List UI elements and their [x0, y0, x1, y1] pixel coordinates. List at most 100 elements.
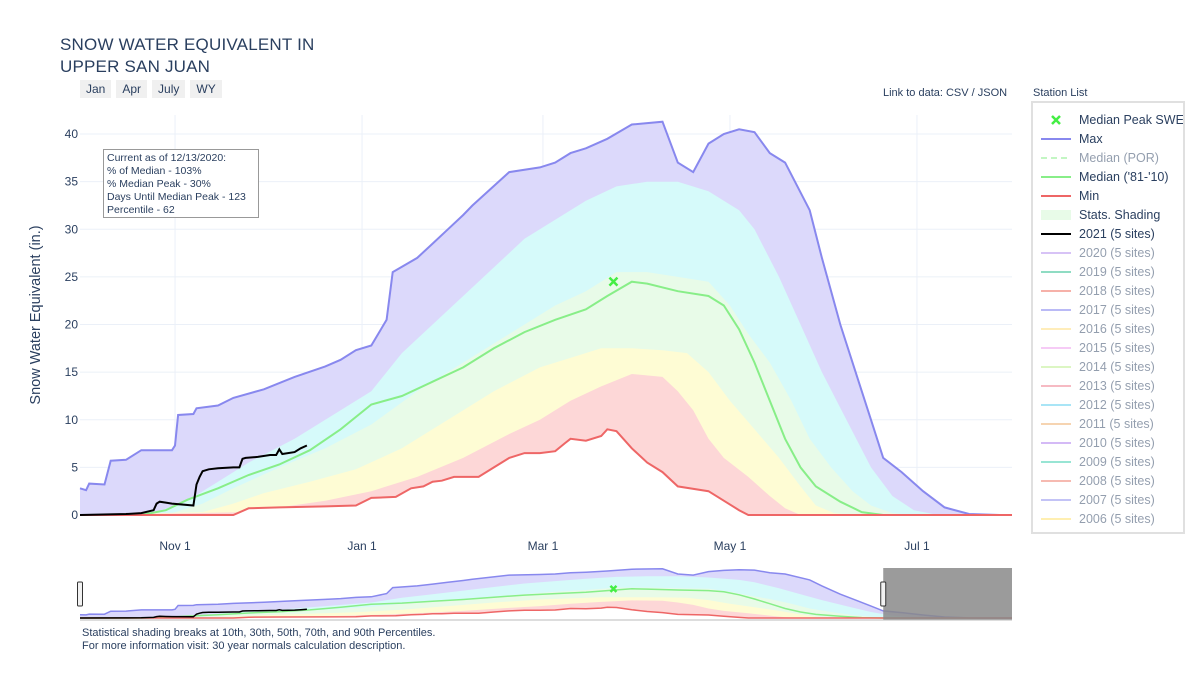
range-button-july[interactable]: July	[152, 80, 186, 98]
y-tick-label: 0	[71, 508, 78, 522]
legend-label: Median Peak SWE	[1079, 112, 1184, 127]
legend-label: Median ('81-'10)	[1079, 169, 1169, 184]
legend-item[interactable]: 2011 (5 sites)	[1041, 414, 1154, 433]
slider-current-year-line	[79, 608, 307, 619]
status-annotation-box	[103, 149, 259, 218]
legend-label: 2011 (5 sites)	[1079, 416, 1154, 431]
y-tick-label: 5	[71, 460, 78, 474]
slider-median-peak-x	[609, 584, 618, 593]
range-button-apr[interactable]: Apr	[116, 80, 148, 98]
median-peak-x	[608, 276, 619, 287]
title-line-2: UPPER SAN JUAN	[60, 57, 211, 76]
legend-swatch	[1041, 479, 1071, 482]
slider-band-p10	[80, 600, 1012, 618]
median-peak-marker	[608, 276, 619, 287]
legend-item[interactable]: 2021 (5 sites)	[1041, 224, 1155, 243]
legend-swatch	[1041, 156, 1071, 159]
band-p10	[80, 374, 1012, 515]
legend-label: 2018 (5 sites)	[1079, 283, 1155, 298]
y-tick-label: 25	[65, 270, 79, 284]
legend-label: 2013 (5 sites)	[1079, 378, 1155, 393]
legend-label: 2005 (5 sites)	[1079, 531, 1155, 533]
range-slider-handle-left	[77, 581, 83, 607]
legend-item[interactable]: 2007 (5 sites)	[1041, 490, 1155, 509]
legend-swatch	[1041, 137, 1071, 140]
legend-item[interactable]: 2005 (5 sites)	[1041, 528, 1155, 533]
legend-item[interactable]: 2013 (5 sites)	[1041, 376, 1155, 395]
legend-swatch	[1041, 251, 1071, 254]
legend-swatch	[1041, 460, 1071, 463]
status-annotation-line: % Median Peak - 30%	[107, 178, 211, 190]
legend-label: 2012 (5 sites)	[1079, 397, 1155, 412]
slider-min-line	[80, 606, 1012, 619]
legend-item[interactable]: Median ('81-'10)	[1041, 167, 1169, 186]
legend-label: 2021 (5 sites)	[1079, 226, 1155, 241]
legend-item[interactable]: 2014 (5 sites)	[1041, 357, 1155, 376]
legend-item[interactable]: 2019 (5 sites)	[1041, 262, 1155, 281]
station-list-link[interactable]: Station List	[1033, 87, 1088, 99]
legend-swatch	[1041, 422, 1071, 425]
legend-swatch	[1041, 270, 1071, 273]
x-tick-label: May 1	[714, 539, 747, 553]
status-annotation: Current as of 12/13/2020:% of Median - 1…	[103, 149, 259, 218]
legend-label: Median (POR)	[1079, 150, 1159, 165]
slider-min-cover	[80, 607, 1012, 618]
x-tick-label: Jul 1	[904, 539, 930, 553]
legend-label: 2008 (5 sites)	[1079, 473, 1155, 488]
y-tick-label: 20	[65, 318, 79, 332]
slider-median-line	[80, 588, 1012, 619]
legend-item[interactable]: Min	[1041, 186, 1099, 205]
legend-swatch	[1041, 289, 1071, 292]
legend-label: 2010 (5 sites)	[1079, 435, 1155, 450]
y-tick-label: 35	[65, 175, 79, 189]
footer-note-2: For more information visit: 30 year norm…	[82, 640, 406, 652]
legend-label: 2014 (5 sites)	[1079, 359, 1155, 374]
legend-swatch	[1041, 498, 1071, 501]
legend-item[interactable]: Max	[1041, 129, 1103, 148]
status-annotation-line: Current as of 12/13/2020:	[107, 152, 226, 164]
legend-item[interactable]: 2015 (5 sites)	[1041, 338, 1155, 357]
x-tick-label: Jan 1	[347, 539, 377, 553]
min-line	[80, 428, 1012, 516]
legend-swatch	[1051, 114, 1061, 125]
status-annotation-line: Percentile - 62	[107, 204, 175, 216]
y-tick-label: 10	[65, 413, 79, 427]
legend-label: 2016 (5 sites)	[1079, 321, 1155, 336]
title-line-1: SNOW WATER EQUIVALENT IN	[60, 35, 315, 54]
legend-label: Min	[1079, 188, 1100, 203]
min-cover	[80, 429, 1012, 515]
current-year-line	[79, 444, 308, 516]
legend-item[interactable]: 2010 (5 sites)	[1041, 433, 1155, 452]
legend-swatch	[1041, 517, 1071, 520]
y-tick-label: 15	[65, 365, 79, 379]
legend-item[interactable]: Median (POR)	[1041, 148, 1159, 167]
legend-swatch	[1041, 441, 1071, 444]
legend-item[interactable]: 2020 (5 sites)	[1041, 243, 1155, 262]
legend-label: 2006 (5 sites)	[1079, 511, 1155, 526]
range-button-wy[interactable]: WY	[190, 80, 222, 98]
chart-title: SNOW WATER EQUIVALENT IN UPPER SAN JUAN	[60, 34, 314, 78]
legend[interactable]: Median Peak SWE Max Median (POR) Median ('8…	[1031, 101, 1185, 534]
legend-item[interactable]: 2012 (5 sites)	[1041, 395, 1155, 414]
status-annotation-line: Days Until Median Peak - 123	[107, 191, 246, 203]
legend-item[interactable]: 2006 (5 sites)	[1041, 509, 1155, 528]
legend-item[interactable]: 2018 (5 sites)	[1041, 281, 1155, 300]
legend-swatch	[1041, 346, 1071, 349]
status-annotation-line: % of Median - 103%	[107, 165, 202, 177]
data-link[interactable]: Link to data: CSV / JSON	[883, 87, 1008, 99]
legend-label: 2020 (5 sites)	[1079, 245, 1155, 260]
legend-label: Max	[1079, 131, 1103, 146]
legend-swatch	[1041, 365, 1071, 368]
legend-item[interactable]: 2008 (5 sites)	[1041, 471, 1155, 490]
legend-item[interactable]: Stats. Shading	[1041, 205, 1160, 224]
legend-item[interactable]: 2009 (5 sites)	[1041, 452, 1155, 471]
legend-item[interactable]: 2016 (5 sites)	[1041, 319, 1155, 338]
legend-item[interactable]: 2017 (5 sites)	[1041, 300, 1155, 319]
y-tick-label: 30	[65, 222, 79, 236]
legend-item[interactable]: Median Peak SWE	[1041, 110, 1184, 129]
legend-swatch	[1041, 232, 1071, 235]
range-button-jan[interactable]: Jan	[80, 80, 112, 98]
legend-label: 2015 (5 sites)	[1079, 340, 1155, 355]
legend-swatch	[1041, 194, 1071, 197]
